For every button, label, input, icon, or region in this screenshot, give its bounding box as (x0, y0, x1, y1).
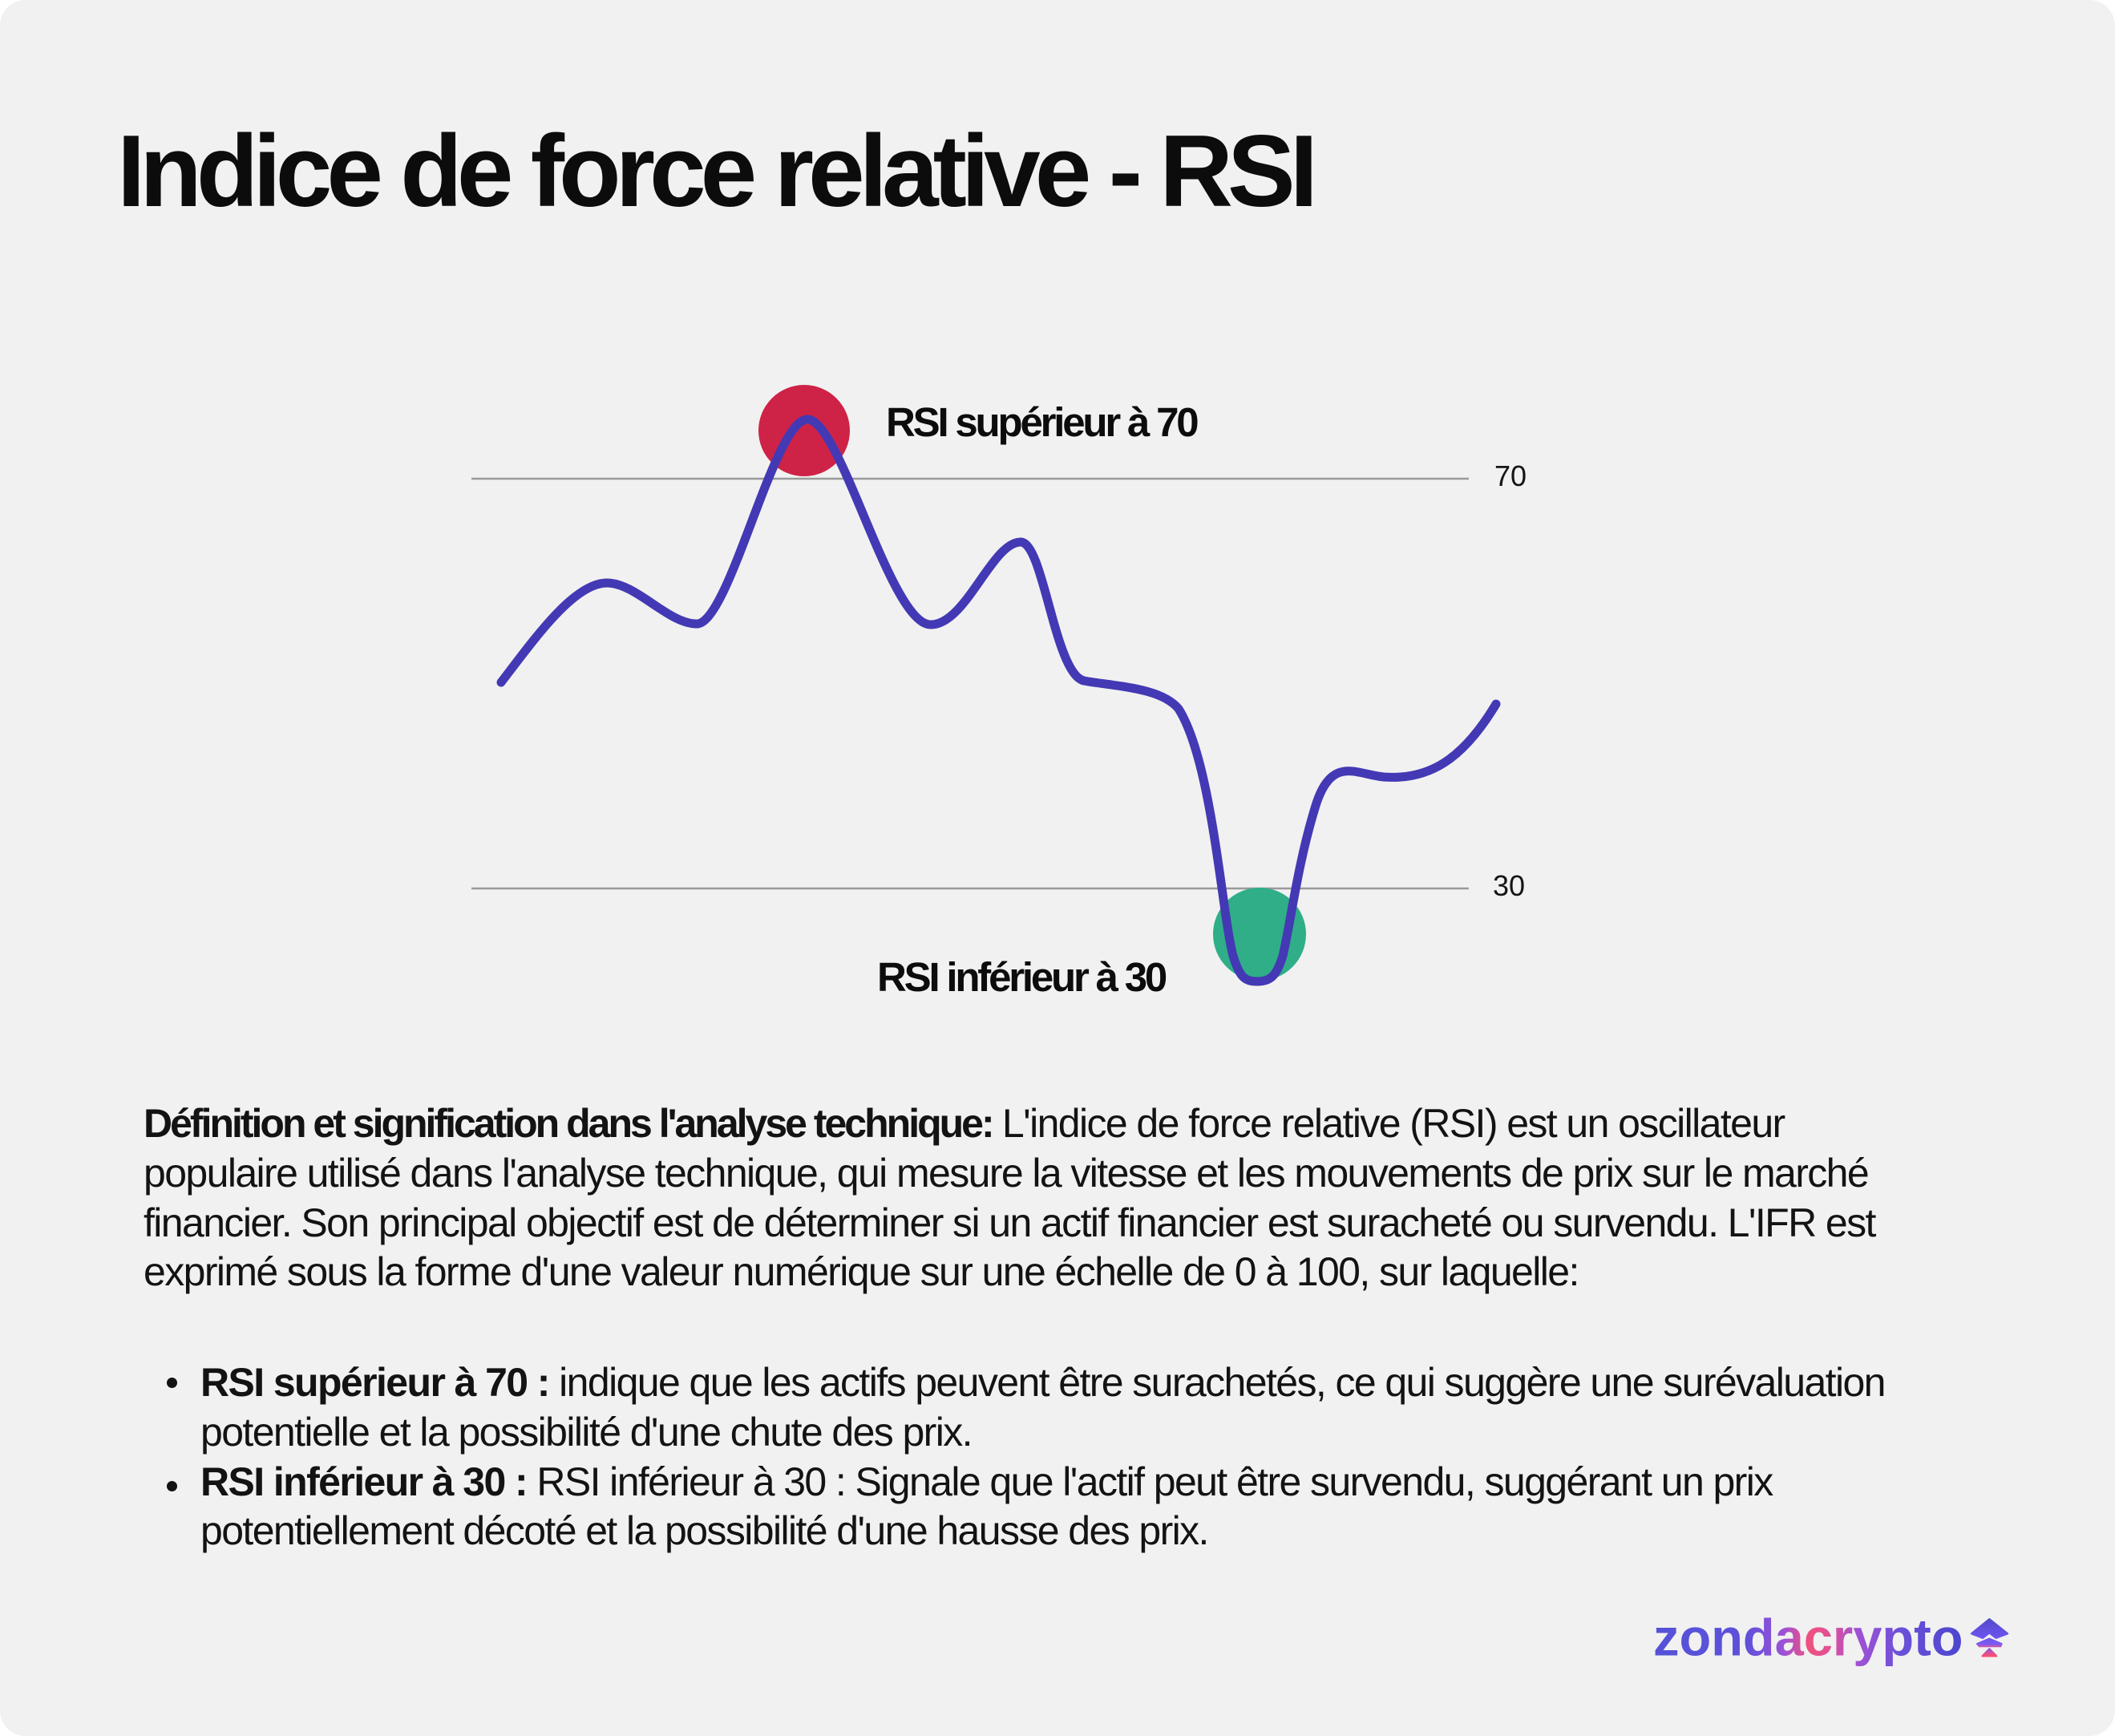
svg-text:70: 70 (1494, 459, 1527, 492)
svg-text:RSI supérieur à 70: RSI supérieur à 70 (886, 399, 1198, 445)
svg-text:RSI inférieur à 30: RSI inférieur à 30 (877, 954, 1167, 1000)
svg-text:zondacrypto: zondacrypto (1653, 1609, 1963, 1667)
svg-text:30: 30 (1493, 869, 1525, 902)
